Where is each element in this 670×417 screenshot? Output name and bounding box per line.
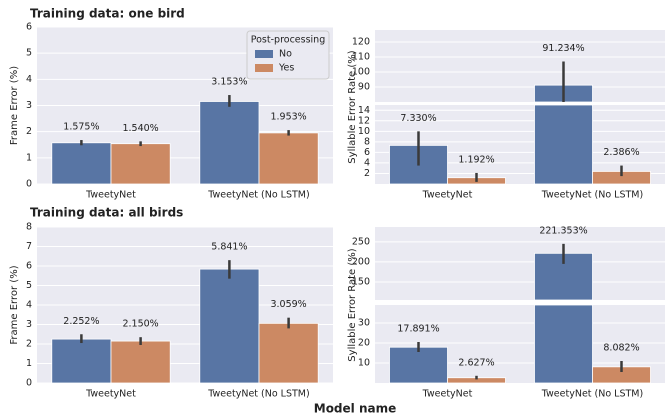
y-tick-label: 200 [352, 256, 370, 267]
y-tick-label: 5 [26, 280, 32, 291]
plot-background [375, 30, 665, 102]
x-tick-label: TweetyNet [85, 389, 136, 400]
value-label: 1.192% [458, 154, 494, 165]
value-label: 1.540% [122, 123, 158, 134]
value-label: 2.627% [458, 357, 494, 368]
y-tick-label: 20 [358, 338, 370, 349]
y-tick-label: 4 [364, 157, 370, 168]
plot-background [375, 227, 665, 300]
y-tick-label: 10 [358, 126, 370, 137]
y-tick-label: 6 [364, 147, 370, 158]
y-tick-label: 8 [26, 222, 32, 233]
y-tick-label: 6 [26, 22, 32, 33]
y-tick-label: 120 [352, 37, 370, 48]
y-axis-label: Syllable Error Rate (%) [347, 248, 358, 361]
value-label: 8.082% [603, 343, 639, 354]
x-tick-label: TweetyNet (No LSTM) [541, 389, 643, 400]
y-tick-label: 3 [26, 319, 32, 330]
bar [258, 132, 319, 185]
y-axis-label: Syllable Error Rate (%) [347, 50, 358, 163]
y-tick-label: 12 [358, 115, 370, 126]
y-tick-label: 5 [26, 48, 32, 59]
x-tick-label: TweetyNet (No LSTM) [541, 190, 643, 201]
bar [534, 304, 593, 384]
value-label: 91.234% [542, 43, 584, 54]
bar [534, 104, 593, 185]
value-label: 1.953% [270, 112, 306, 123]
y-tick-label: 3 [26, 100, 32, 111]
y-tick-label: 150 [352, 276, 370, 287]
section-title: Training data: one bird [30, 7, 185, 21]
y-tick-label: 7 [26, 241, 32, 252]
x-axis-label: Model name [314, 402, 397, 416]
x-tick-label: TweetyNet (No LSTM) [207, 190, 309, 201]
x-tick-label: TweetyNet [422, 389, 473, 400]
bar [199, 101, 260, 185]
x-tick-label: TweetyNet (No LSTM) [207, 389, 309, 400]
legend-label: No [279, 49, 292, 60]
y-tick-label: 2 [26, 126, 32, 137]
bar [110, 143, 171, 185]
legend-swatch [255, 64, 273, 72]
y-tick-label: 90 [358, 82, 370, 93]
y-tick-label: 6 [26, 261, 32, 272]
x-tick-label: TweetyNet [85, 190, 136, 201]
bar [199, 268, 260, 384]
y-tick-label: 110 [352, 52, 370, 63]
y-tick-label: 14 [358, 105, 370, 116]
y-tick-label: 2 [364, 168, 370, 179]
value-label: 3.059% [270, 299, 306, 310]
value-label: 2.252% [63, 316, 99, 327]
y-tick-label: 1 [26, 152, 32, 163]
section-title: Training data: all birds [30, 206, 183, 220]
y-tick-label: 0 [26, 179, 32, 190]
y-axis-label: Frame Error (%) [9, 265, 20, 344]
value-label: 1.575% [63, 122, 99, 133]
y-tick-label: 0 [26, 378, 32, 389]
value-label: 3.153% [211, 77, 247, 88]
y-tick-label: 4 [26, 300, 32, 311]
y-tick-label: 8 [364, 136, 370, 147]
value-label: 17.891% [397, 324, 439, 335]
y-tick-label: 1 [26, 358, 32, 369]
value-label: 7.330% [400, 113, 436, 124]
y-tick-label: 100 [352, 67, 370, 78]
legend-swatch [255, 50, 273, 58]
y-tick-label: 10 [358, 358, 370, 369]
legend-title: Post-processing [251, 35, 326, 46]
y-tick-label: 250 [352, 236, 370, 247]
y-tick-label: 30 [358, 318, 370, 329]
bar [51, 338, 112, 384]
value-label: 5.841% [211, 242, 247, 253]
bar [110, 340, 171, 384]
x-tick-label: TweetyNet [422, 190, 473, 201]
y-axis-label: Frame Error (%) [9, 66, 20, 145]
bar [258, 322, 319, 384]
value-label: 221.353% [539, 225, 587, 236]
bar [51, 142, 112, 185]
y-tick-label: 2 [26, 339, 32, 350]
bar [389, 346, 448, 384]
legend-label: Yes [278, 63, 294, 74]
value-label: 2.386% [603, 147, 639, 158]
y-tick-label: 4 [26, 74, 32, 85]
value-label: 2.150% [122, 319, 158, 330]
